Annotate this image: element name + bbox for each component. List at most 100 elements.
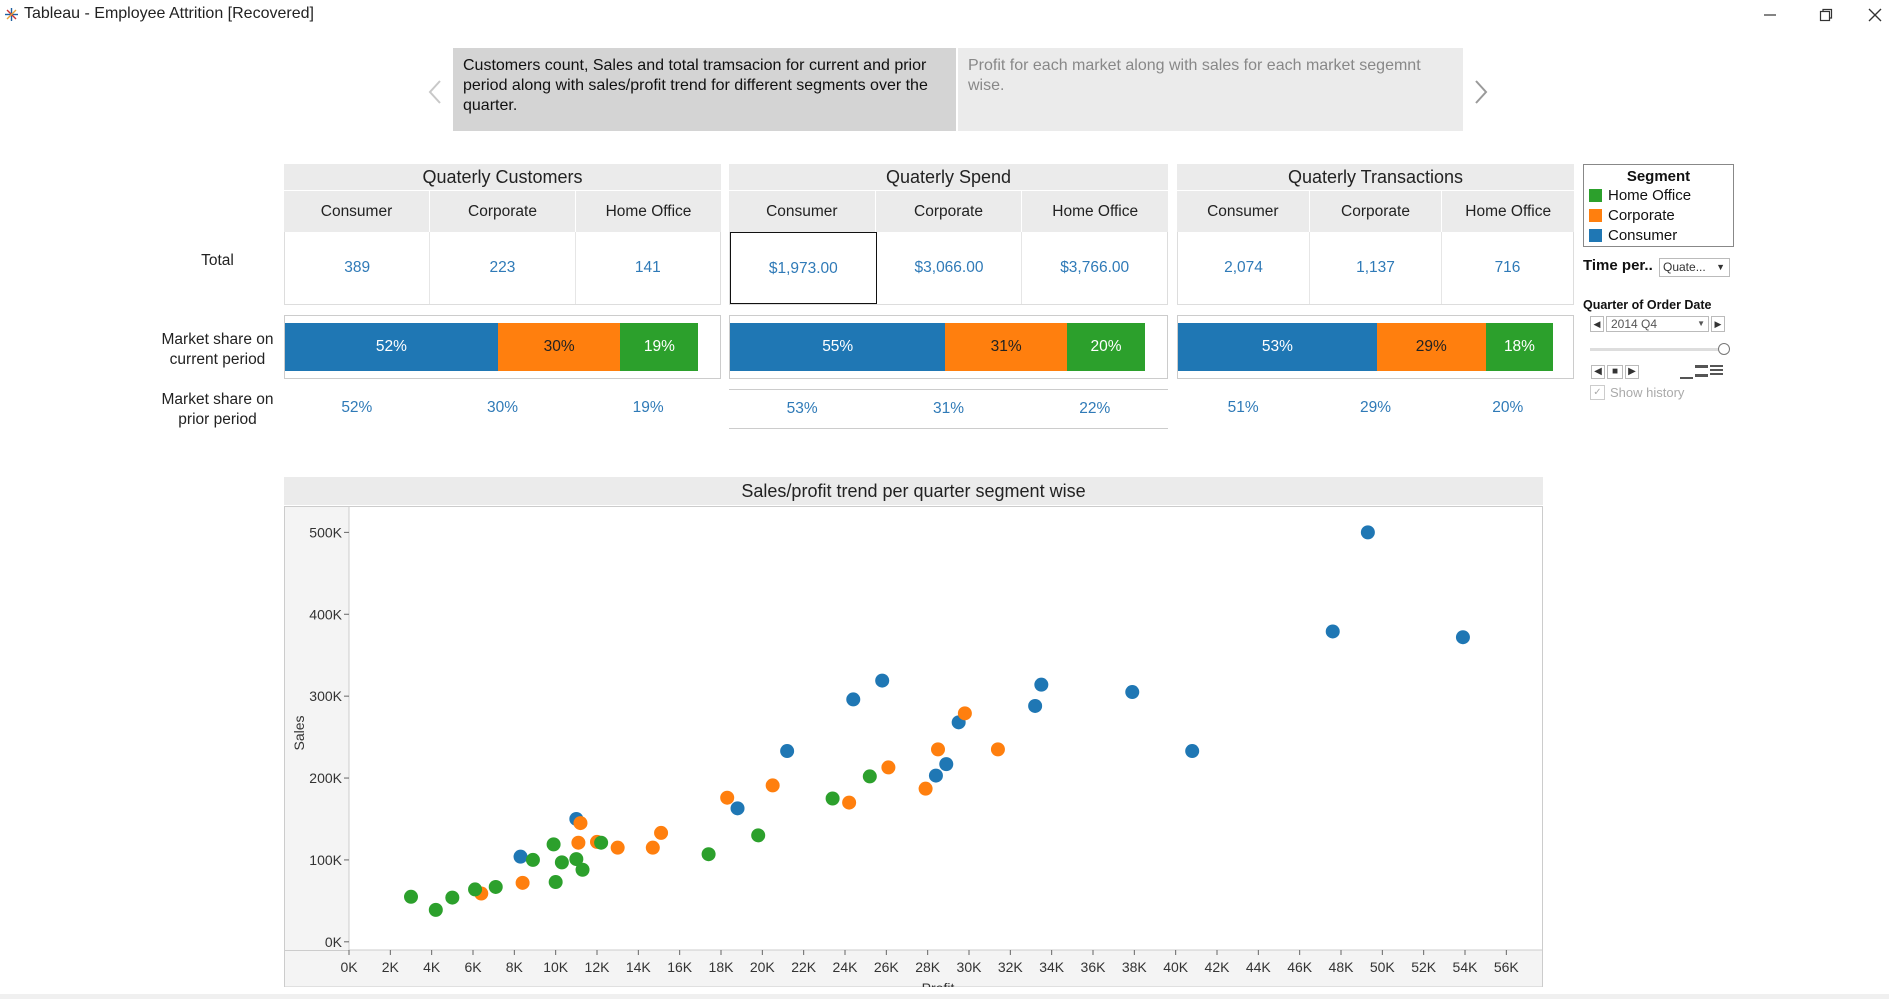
data-point[interactable] — [554, 855, 569, 870]
data-point[interactable] — [468, 882, 483, 897]
data-point[interactable] — [525, 852, 540, 867]
segment-header-home-office[interactable]: Home Office — [605, 203, 692, 220]
share-segment-corporate[interactable]: 30% — [497, 323, 621, 371]
quarter-slider-handle[interactable] — [1718, 343, 1730, 355]
data-point[interactable] — [990, 742, 1005, 757]
segment-header-corporate[interactable]: Corporate — [876, 191, 1023, 232]
data-point[interactable] — [862, 769, 877, 784]
play-icon[interactable]: ▶ — [1625, 365, 1639, 379]
segment-header-home-office[interactable]: Home Office — [1465, 203, 1552, 220]
quarter-slider-track[interactable] — [1590, 348, 1725, 351]
total-cell-home-office[interactable]: 716 — [1494, 259, 1521, 276]
data-point[interactable] — [701, 847, 716, 862]
total-cell-corporate[interactable]: $3,066.00 — [877, 232, 1023, 304]
data-point[interactable] — [1455, 630, 1470, 645]
data-point[interactable] — [825, 791, 840, 806]
close-button[interactable] — [1860, 2, 1889, 28]
data-point[interactable] — [488, 879, 503, 894]
share-segment-home-office[interactable]: 20% — [1066, 323, 1146, 371]
data-point[interactable] — [1325, 624, 1340, 639]
data-point[interactable] — [513, 849, 528, 864]
total-cell-home-office[interactable]: $3,766.00 — [1060, 259, 1130, 276]
data-point[interactable] — [1125, 685, 1140, 700]
legend-item-corporate[interactable]: Corporate — [1584, 205, 1733, 225]
data-point[interactable] — [730, 801, 745, 816]
data-point[interactable] — [875, 673, 890, 688]
prior-share-home-office[interactable]: 22% — [1079, 400, 1111, 417]
data-point[interactable] — [957, 706, 972, 721]
share-segment-corporate[interactable]: 31% — [945, 323, 1067, 371]
prior-share-consumer[interactable]: 53% — [786, 400, 818, 417]
data-point[interactable] — [1185, 744, 1200, 759]
prior-share-consumer[interactable]: 51% — [1227, 399, 1259, 416]
step-back-icon[interactable]: ◀ — [1591, 365, 1605, 379]
segment-header-corporate[interactable]: Corporate — [1310, 191, 1443, 232]
segment-header-home-office[interactable]: Home Office — [1052, 203, 1139, 220]
story-point-1[interactable]: Customers count, Sales and total tramsac… — [453, 48, 956, 131]
story-prev-button[interactable] — [420, 72, 450, 112]
data-point[interactable] — [404, 889, 418, 904]
data-point[interactable] — [594, 835, 609, 850]
time-period-dropdown[interactable]: Quate... ▼ — [1659, 258, 1730, 277]
data-point[interactable] — [515, 875, 530, 890]
data-point[interactable] — [546, 837, 561, 852]
legend-item-consumer[interactable]: Consumer — [1584, 225, 1733, 245]
data-point[interactable] — [428, 902, 443, 917]
speed-medium-icon[interactable] — [1695, 365, 1708, 377]
total-cell-corporate[interactable]: 1,137 — [1310, 232, 1442, 304]
share-segment-corporate[interactable]: 29% — [1376, 323, 1486, 371]
total-cell-consumer[interactable]: 2,074 — [1178, 232, 1310, 304]
segment-header-consumer[interactable]: Consumer — [284, 191, 430, 232]
data-point[interactable] — [846, 692, 861, 707]
prior-share-corporate[interactable]: 29% — [1359, 399, 1391, 416]
quarter-dropdown[interactable]: 2014 Q4 ▼ — [1606, 316, 1709, 332]
checkbox[interactable]: ✓ — [1590, 385, 1605, 400]
data-point[interactable] — [1360, 525, 1375, 540]
data-point[interactable] — [1028, 698, 1043, 713]
prior-share-home-office[interactable]: 19% — [632, 399, 664, 416]
data-point[interactable] — [780, 744, 795, 759]
data-point[interactable] — [881, 760, 896, 775]
speed-slow-icon[interactable] — [1680, 365, 1693, 379]
data-point[interactable] — [445, 890, 460, 905]
quarter-prev-button[interactable]: ◀ — [1590, 316, 1604, 332]
share-segment-home-office[interactable]: 19% — [620, 323, 699, 371]
share-segment-consumer[interactable]: 52% — [285, 323, 498, 371]
data-point[interactable] — [918, 781, 933, 796]
story-point-2[interactable]: Profit for each market along with sales … — [958, 48, 1463, 131]
data-point[interactable] — [645, 840, 660, 855]
quarter-next-button[interactable]: ▶ — [1711, 316, 1725, 332]
data-point[interactable] — [575, 862, 590, 877]
prior-share-home-office[interactable]: 20% — [1492, 399, 1524, 416]
share-segment-consumer[interactable]: 55% — [730, 323, 946, 371]
share-segment-consumer[interactable]: 53% — [1178, 323, 1377, 371]
minimize-button[interactable] — [1747, 2, 1793, 28]
prior-share-corporate[interactable]: 30% — [486, 399, 519, 416]
data-point[interactable] — [928, 768, 943, 783]
story-next-button[interactable] — [1466, 72, 1496, 112]
data-point[interactable] — [548, 875, 563, 890]
segment-header-consumer[interactable]: Consumer — [729, 191, 876, 232]
data-point[interactable] — [610, 840, 625, 855]
data-point[interactable] — [1034, 677, 1049, 692]
total-cell-home-office[interactable]: 141 — [634, 259, 661, 276]
segment-header-consumer[interactable]: Consumer — [1177, 191, 1310, 232]
stop-icon[interactable]: ■ — [1607, 365, 1623, 379]
prior-share-consumer[interactable]: 52% — [341, 399, 373, 416]
show-history-toggle[interactable]: ✓ Show history — [1590, 385, 1684, 400]
legend-item-home-office[interactable]: Home Office — [1584, 185, 1733, 205]
total-cell-consumer[interactable]: 389 — [285, 232, 431, 304]
share-segment-home-office[interactable]: 18% — [1485, 323, 1554, 371]
data-point[interactable] — [842, 795, 857, 810]
data-point[interactable] — [720, 790, 735, 805]
data-point[interactable] — [569, 852, 584, 867]
total-cell-corporate[interactable]: 223 — [430, 232, 576, 304]
segment-header-corporate[interactable]: Corporate — [430, 191, 576, 232]
data-point[interactable] — [573, 816, 588, 831]
total-cell-consumer[interactable]: $1,973.00 — [730, 232, 877, 304]
speed-fast-icon[interactable] — [1710, 365, 1723, 377]
restore-button[interactable] — [1803, 2, 1849, 28]
data-point[interactable] — [571, 835, 586, 850]
data-point[interactable] — [931, 742, 945, 757]
data-point[interactable] — [654, 825, 669, 840]
